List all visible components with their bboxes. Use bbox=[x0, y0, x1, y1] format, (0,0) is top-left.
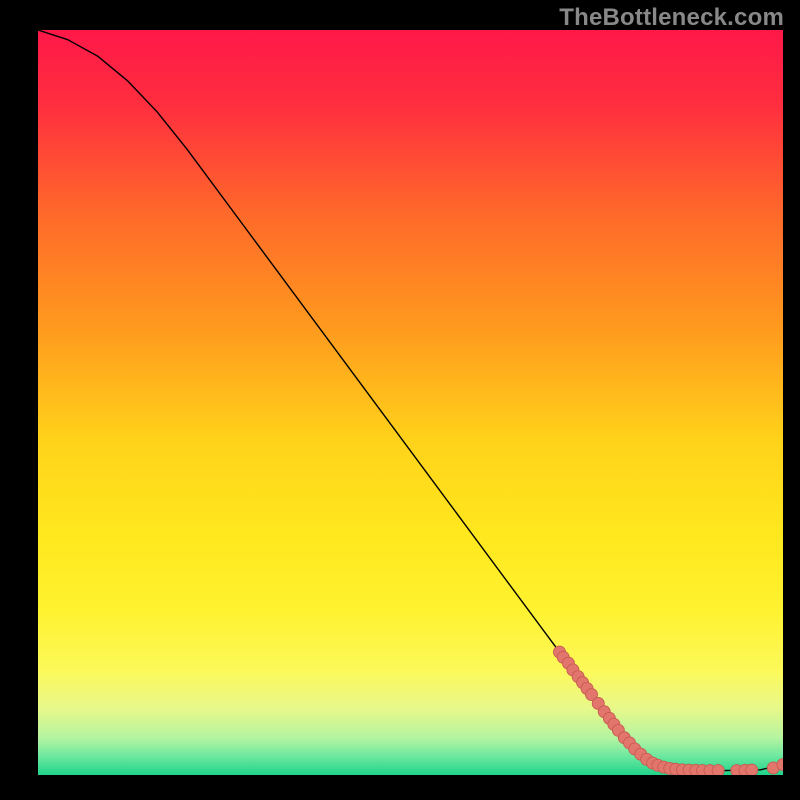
chart-svg bbox=[38, 30, 783, 775]
chart-background bbox=[38, 30, 783, 775]
chart-plot-area bbox=[38, 30, 783, 775]
chart-marker bbox=[712, 765, 724, 775]
watermark-text: TheBottleneck.com bbox=[559, 4, 784, 32]
chart-marker bbox=[746, 764, 758, 775]
